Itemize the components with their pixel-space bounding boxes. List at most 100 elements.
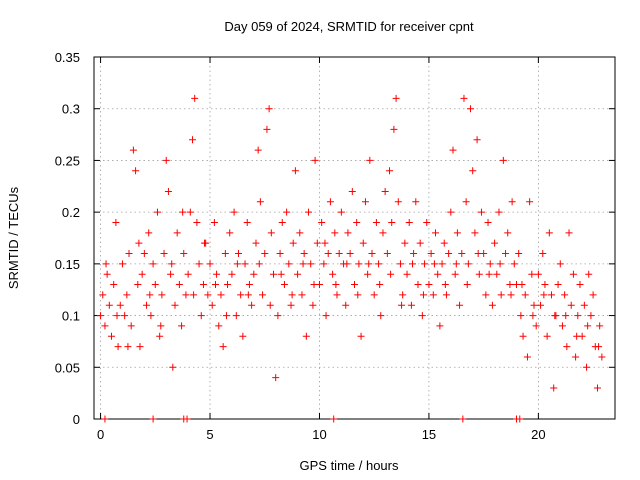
data-point [259, 291, 267, 299]
data-point [283, 208, 291, 216]
data-point [199, 281, 207, 289]
data-point [580, 301, 588, 309]
x-tick-label: 5 [206, 427, 213, 442]
data-point [409, 260, 417, 268]
data-point [421, 260, 429, 268]
axis-ticks: 0 5 10 15 20 0 0.05 0.1 0.15 0.2 0.25 0.3 0.35 [55, 50, 615, 442]
data-point [280, 281, 288, 289]
data-point [467, 105, 475, 113]
data-point [102, 260, 110, 268]
data-point [195, 260, 203, 268]
data-point [368, 250, 376, 258]
data-point [518, 281, 526, 289]
data-point [355, 260, 363, 268]
data-point [361, 198, 369, 206]
data-point [167, 270, 175, 278]
data-point [143, 301, 151, 309]
data-point [250, 270, 258, 278]
data-point [127, 322, 135, 330]
data-point [153, 208, 161, 216]
data-point [516, 415, 524, 423]
data-point [456, 301, 464, 309]
data-point [193, 218, 201, 226]
data-point [471, 229, 479, 237]
data-point [596, 322, 604, 330]
data-point [569, 270, 577, 278]
y-tick-label: 0.15 [55, 257, 80, 272]
data-point [322, 312, 330, 320]
data-point [291, 167, 299, 175]
data-point [572, 353, 580, 361]
data-point [381, 187, 389, 195]
data-point [507, 291, 515, 299]
data-point [475, 270, 483, 278]
data-point [276, 250, 284, 258]
chart-title: Day 059 of 2024, SRMTID for receiver cpn… [224, 19, 474, 34]
data-point [175, 281, 183, 289]
data-point [430, 260, 438, 268]
data-point [191, 94, 199, 102]
data-point [241, 260, 249, 268]
data-point [453, 229, 461, 237]
data-point [394, 198, 402, 206]
data-point [135, 239, 143, 247]
data-point [237, 291, 245, 299]
data-point [108, 332, 116, 340]
data-point [447, 208, 455, 216]
data-point [473, 136, 481, 144]
data-point [300, 250, 308, 258]
y-tick-label: 0.25 [55, 153, 80, 168]
data-point [101, 415, 109, 423]
data-point [496, 260, 504, 268]
data-point [528, 270, 536, 278]
data-point [429, 291, 437, 299]
data-point [401, 239, 409, 247]
data-point [595, 343, 603, 351]
data-point [140, 250, 148, 258]
data-point [171, 301, 179, 309]
data-point [573, 332, 581, 340]
data-point [321, 239, 329, 247]
data-point [302, 332, 310, 340]
data-point [313, 239, 321, 247]
data-point [116, 301, 124, 309]
data-point [377, 312, 385, 320]
data-point [266, 301, 274, 309]
data-point [222, 312, 230, 320]
data-point [357, 332, 365, 340]
data-point [239, 332, 247, 340]
data-point [213, 270, 221, 278]
data-point [121, 312, 129, 320]
data-point [541, 281, 549, 289]
data-point [183, 415, 191, 423]
data-points [97, 94, 606, 423]
data-point [440, 239, 448, 247]
data-point [151, 281, 159, 289]
data-point [485, 270, 493, 278]
data-point [353, 218, 361, 226]
data-point [416, 239, 424, 247]
data-point [399, 291, 407, 299]
data-point [491, 239, 499, 247]
data-point [438, 260, 446, 268]
data-point [526, 198, 534, 206]
data-point [255, 260, 263, 268]
data-point [558, 322, 566, 330]
data-point [287, 301, 295, 309]
data-point [189, 136, 197, 144]
data-point [184, 270, 192, 278]
data-point [136, 343, 144, 351]
data-point [484, 218, 492, 226]
data-point [502, 250, 510, 258]
data-point [375, 260, 383, 268]
data-point [134, 281, 142, 289]
data-point [556, 260, 564, 268]
data-point [405, 218, 413, 226]
grid-lines [94, 57, 615, 419]
data-point [508, 198, 516, 206]
y-tick-label: 0 [73, 412, 80, 427]
data-point [221, 250, 229, 258]
data-point [390, 125, 398, 133]
data-point [482, 291, 490, 299]
data-point [587, 312, 595, 320]
